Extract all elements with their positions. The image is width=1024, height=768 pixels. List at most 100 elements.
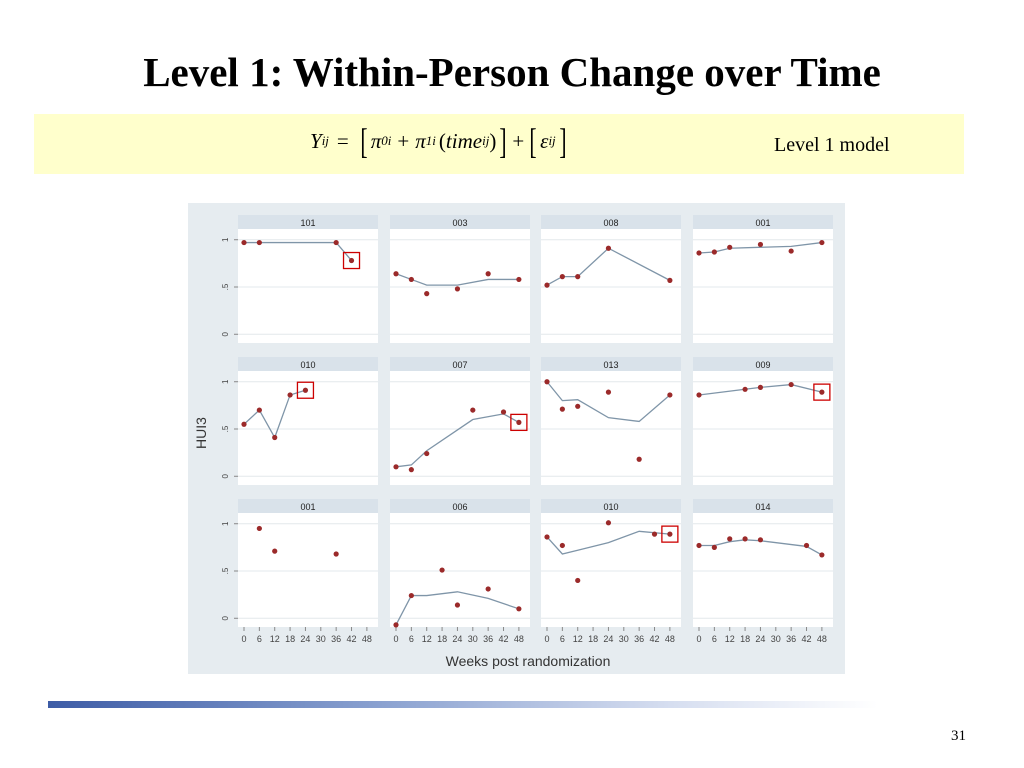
panel-background bbox=[693, 499, 833, 627]
panel-label: 008 bbox=[603, 218, 618, 228]
x-tick-label: 12 bbox=[270, 634, 280, 644]
x-tick-label: 18 bbox=[588, 634, 598, 644]
x-tick-label: 12 bbox=[422, 634, 432, 644]
observed-point bbox=[470, 407, 476, 413]
x-tick-label: 24 bbox=[300, 634, 310, 644]
observed-point bbox=[575, 403, 581, 409]
panel-label: 013 bbox=[603, 360, 618, 370]
observed-point bbox=[819, 552, 825, 558]
y-tick-label: 0 bbox=[221, 615, 230, 620]
observed-point bbox=[454, 286, 461, 292]
x-tick-label: 0 bbox=[393, 634, 398, 644]
equation-time: time bbox=[445, 128, 483, 153]
y-tick-label: 1 bbox=[221, 237, 230, 242]
equation-pi0: π bbox=[370, 128, 382, 153]
x-tick-label: 42 bbox=[802, 634, 812, 644]
observed-point bbox=[348, 257, 355, 264]
y-tick-label: .5 bbox=[221, 425, 230, 432]
equation-pi1-subscript: 1i bbox=[425, 133, 436, 148]
observed-point bbox=[788, 381, 794, 388]
fitted-trajectory-line bbox=[395, 413, 520, 468]
observed-point bbox=[241, 421, 247, 427]
observed-point bbox=[485, 586, 491, 592]
x-tick-label: 12 bbox=[573, 634, 583, 644]
observed-point bbox=[727, 536, 733, 542]
observed-point bbox=[559, 406, 565, 412]
panel-10: 006 0 6 12 18 24 30 36 42 48 bbox=[390, 499, 530, 644]
panel-strip bbox=[541, 357, 681, 371]
x-tick-label: 48 bbox=[817, 634, 827, 644]
y-tick-label: 1 bbox=[221, 521, 230, 526]
slide-title: Level 1: Within-Person Change over Time bbox=[143, 49, 881, 95]
x-tick-label: 18 bbox=[437, 634, 447, 644]
observed-point bbox=[696, 542, 702, 549]
x-tick-label: 0 bbox=[544, 634, 549, 644]
panel-6: 007 bbox=[390, 357, 530, 485]
panel-background bbox=[238, 499, 378, 627]
panel-strip bbox=[693, 499, 833, 513]
panel-strip bbox=[390, 357, 530, 371]
equation-pi0-subscript: 0i bbox=[381, 133, 392, 148]
observed-point bbox=[516, 276, 522, 283]
panel-background bbox=[238, 215, 378, 343]
panel-strip bbox=[541, 215, 681, 229]
observed-point bbox=[516, 419, 522, 425]
x-tick-label: 48 bbox=[665, 634, 675, 644]
panel-strip bbox=[693, 357, 833, 371]
observed-point bbox=[559, 542, 565, 549]
observed-point bbox=[742, 536, 748, 542]
x-tick-label: 24 bbox=[603, 634, 613, 644]
observed-point bbox=[757, 537, 764, 543]
y-tick-label: 0 bbox=[221, 473, 230, 478]
equation-equals: = bbox=[336, 128, 349, 153]
panel-label: 010 bbox=[300, 360, 315, 370]
observed-point bbox=[424, 291, 430, 297]
x-tick-label: 36 bbox=[483, 634, 493, 644]
fitted-trajectory-line bbox=[546, 530, 670, 555]
x-tick-label: 6 bbox=[560, 634, 565, 644]
observed-point bbox=[500, 409, 507, 415]
x-tick-label: 30 bbox=[468, 634, 478, 644]
observed-point bbox=[516, 606, 522, 612]
observed-point bbox=[636, 456, 642, 462]
model-label: Level 1 model bbox=[774, 134, 890, 156]
observed-point bbox=[408, 592, 414, 599]
panel-label: 007 bbox=[452, 360, 467, 370]
observed-point bbox=[272, 434, 278, 441]
x-tick-label: 6 bbox=[257, 634, 262, 644]
observed-point bbox=[408, 467, 414, 473]
observed-point bbox=[651, 531, 658, 537]
equation-pi1: π bbox=[415, 128, 426, 153]
y-axis-title: HUI3 bbox=[193, 417, 209, 449]
panel-background bbox=[238, 357, 378, 485]
observed-point bbox=[544, 282, 550, 288]
equation-paren-open: ( bbox=[438, 128, 446, 153]
footer-gradient-bar bbox=[48, 701, 878, 708]
x-tick-label: 30 bbox=[316, 634, 326, 644]
observed-point bbox=[803, 542, 810, 549]
panel-7: 013 bbox=[541, 357, 681, 485]
observed-point bbox=[711, 544, 717, 550]
x-axis-title: Weeks post randomization bbox=[446, 653, 611, 669]
observed-point bbox=[667, 531, 673, 537]
observed-point bbox=[605, 245, 612, 251]
observed-point bbox=[605, 520, 612, 526]
x-tick-label: 0 bbox=[696, 634, 701, 644]
observed-point bbox=[727, 244, 733, 250]
observed-point bbox=[544, 534, 550, 540]
fitted-trajectory-line bbox=[546, 381, 671, 423]
fitted-trajectory-line bbox=[244, 241, 353, 261]
x-tick-label: 18 bbox=[285, 634, 295, 644]
observed-point bbox=[696, 250, 702, 256]
observed-point bbox=[272, 548, 278, 554]
x-tick-label: 24 bbox=[755, 634, 765, 644]
observed-point bbox=[742, 386, 748, 392]
panel-background bbox=[390, 357, 530, 485]
x-tick-label: 18 bbox=[740, 634, 750, 644]
observed-point bbox=[757, 384, 764, 390]
observed-point bbox=[333, 551, 339, 557]
equation-epsilon: ε bbox=[540, 128, 549, 153]
highlight-box bbox=[813, 383, 831, 401]
observed-point bbox=[667, 277, 673, 283]
observed-point bbox=[667, 392, 673, 398]
